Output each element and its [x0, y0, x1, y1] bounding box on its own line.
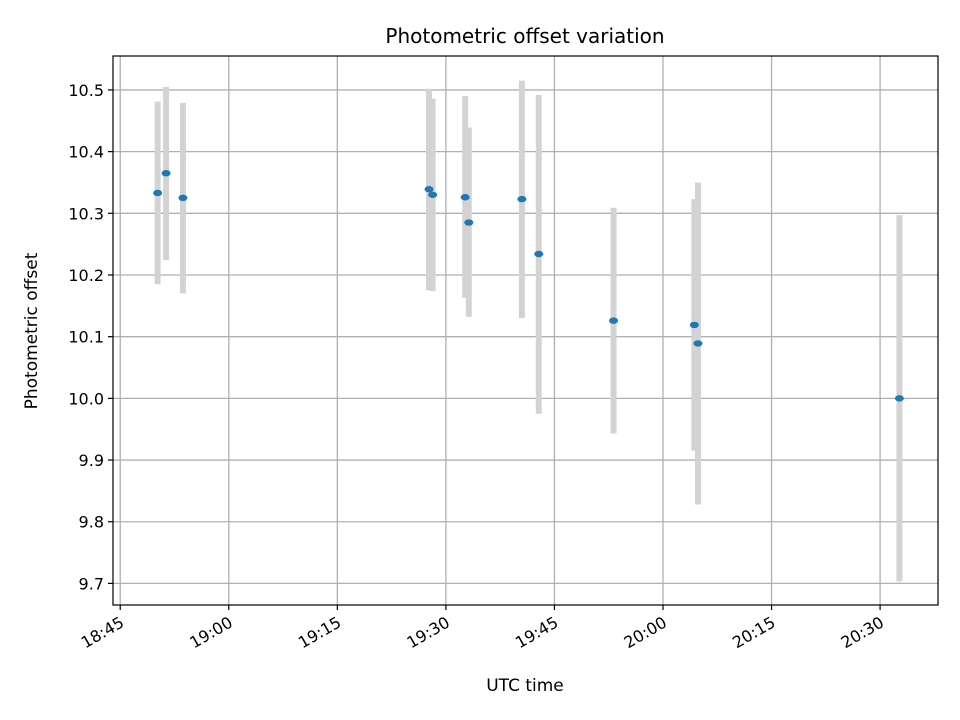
data-point	[178, 194, 188, 202]
data-point	[534, 250, 544, 258]
data-point	[428, 191, 438, 198]
data-points	[153, 170, 904, 402]
y-tick-label: 10.5	[68, 81, 104, 100]
y-tick-label: 9.7	[79, 574, 104, 593]
x-axis-label: UTC time	[486, 676, 564, 696]
data-point	[693, 340, 703, 347]
data-point	[464, 219, 474, 226]
y-tick-label: 10.3	[68, 204, 104, 223]
data-point	[153, 189, 163, 197]
data-point	[424, 186, 434, 193]
y-tick-label: 10.4	[68, 143, 104, 162]
y-tick-label: 9.8	[79, 513, 104, 532]
data-point	[161, 170, 171, 177]
data-point	[894, 395, 904, 402]
y-tick-label: 9.9	[79, 451, 104, 470]
y-tick-label: 10.0	[68, 389, 104, 408]
y-tick-label: 10.2	[68, 266, 104, 285]
chart-title: Photometric offset variation	[385, 24, 664, 48]
plot-frame	[112, 55, 939, 606]
data-point	[517, 195, 527, 203]
y-axis-label: Photometric offset	[22, 252, 42, 409]
grid	[113, 56, 938, 605]
data-point	[689, 321, 699, 329]
y-tick-label: 10.1	[68, 328, 104, 347]
data-point	[460, 194, 470, 201]
data-point	[609, 317, 619, 324]
